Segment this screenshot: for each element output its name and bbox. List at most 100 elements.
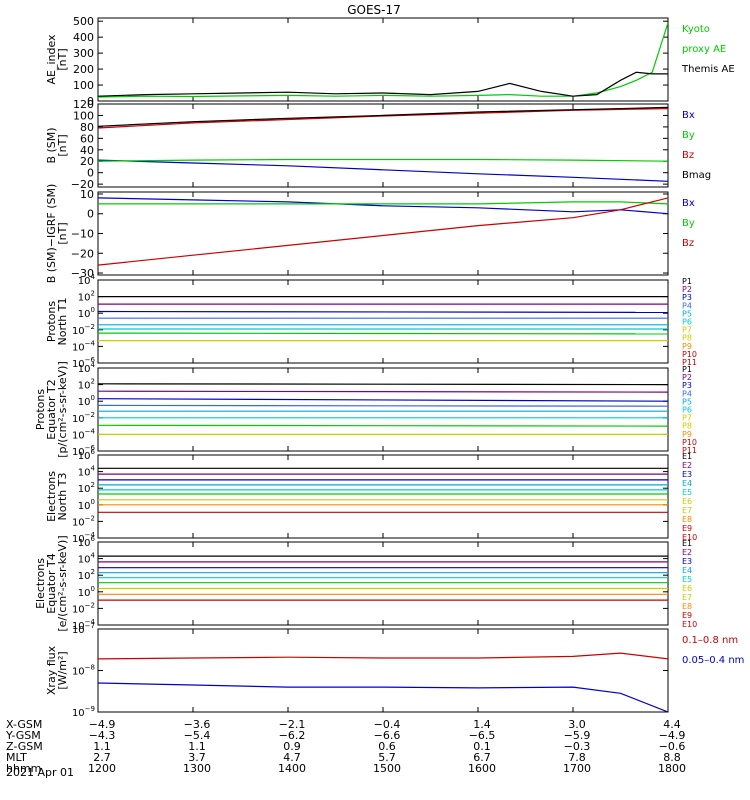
plot-title: GOES-17 bbox=[347, 3, 401, 17]
y-tick-label: 20 bbox=[80, 155, 94, 168]
y-tick-label: 300 bbox=[73, 47, 94, 60]
y-tick-label: 102 bbox=[78, 481, 95, 495]
legend-entry: Bz bbox=[682, 150, 694, 161]
series-line-p7 bbox=[98, 424, 668, 427]
y-tick-label: 104 bbox=[78, 465, 96, 479]
ephemeris-value-xgsm: −2.1 bbox=[279, 718, 306, 731]
panel-frame bbox=[97, 541, 669, 626]
date-label: 2021 Apr 01 bbox=[6, 766, 74, 779]
ephemeris-row-label: Y-GSM bbox=[5, 729, 41, 742]
legend-entry: P4 bbox=[682, 301, 692, 310]
y-tick-label: 106 bbox=[78, 535, 96, 549]
y-tick-label: −10 bbox=[71, 228, 94, 241]
legend-entry: E8 bbox=[682, 602, 692, 611]
series-group bbox=[98, 383, 668, 435]
y-tick-label: 10−4 bbox=[72, 339, 96, 353]
y-tick-label: 40 bbox=[80, 144, 94, 157]
ephemeris-value-ygsm: −4.9 bbox=[659, 729, 686, 742]
y-tick-label: 10−2 bbox=[72, 601, 95, 615]
y-axis-label: ElectronsEquator T4[e/(cm²-s-sr-keV)] bbox=[34, 535, 69, 631]
ephemeris-row-label: MLT bbox=[6, 751, 27, 764]
y-tick-label: 104 bbox=[78, 273, 96, 287]
y-axis-label: AE_index[nT] bbox=[45, 34, 69, 85]
y-tick-label: 0 bbox=[87, 208, 94, 221]
ephemeris-value-zgsm: −0.6 bbox=[659, 740, 686, 753]
ephemeris-value-zgsm: 0.6 bbox=[378, 740, 396, 753]
series-line-bz bbox=[98, 197, 668, 266]
y-tick-label: 102 bbox=[78, 568, 95, 582]
series-line-p2 bbox=[98, 390, 668, 393]
series-line-bx bbox=[98, 197, 668, 215]
legend-entry: P11 bbox=[682, 446, 697, 455]
legend-entry: E6 bbox=[682, 584, 692, 593]
series-line-0-1-0-8-nm bbox=[98, 652, 668, 660]
ephemeris-value-ygsm: −5.4 bbox=[184, 729, 211, 742]
series-line-p4 bbox=[98, 404, 668, 407]
legend-entry: P5 bbox=[682, 309, 692, 318]
panel-frame bbox=[97, 367, 669, 452]
legend-entry: Bmag bbox=[682, 170, 711, 181]
legend-entry: 0.1–0.8 nm bbox=[682, 635, 738, 646]
y-tick-label: 10 bbox=[80, 188, 94, 201]
ephemeris-value-xgsm: 1.4 bbox=[473, 718, 491, 731]
ephemeris-value-ygsm: −6.2 bbox=[279, 729, 306, 742]
y-tick-label: 100 bbox=[78, 306, 95, 320]
ephemeris-value-hhmm: 1400 bbox=[278, 762, 306, 775]
ephemeris-value-hhmm: 1700 bbox=[563, 762, 591, 775]
legend-entry: E6 bbox=[682, 497, 692, 506]
legend-entry: E4 bbox=[682, 566, 692, 575]
legend-entry: E10 bbox=[682, 620, 697, 629]
ephemeris-value-zgsm: −0.3 bbox=[564, 740, 591, 753]
series-line-p3 bbox=[98, 310, 668, 313]
ephemeris-value-hhmm: 1800 bbox=[658, 762, 686, 775]
series-line-p7 bbox=[98, 332, 668, 335]
legend-entry: P3 bbox=[682, 381, 692, 390]
panel-frame bbox=[97, 279, 669, 364]
legend-entry: P9 bbox=[682, 430, 692, 439]
y-tick-label: 10−2 bbox=[72, 323, 95, 337]
y-axis-label: B (SM)−IGRF (SM)[nT] bbox=[45, 184, 69, 284]
legend-entry: E1 bbox=[682, 539, 692, 548]
legend-entry: P7 bbox=[682, 414, 692, 423]
y-tick-label: 100 bbox=[78, 498, 95, 512]
series-line-themis-ae bbox=[98, 71, 668, 97]
series-line-0-05-0-4-nm bbox=[98, 682, 668, 712]
y-tick-label: 100 bbox=[78, 394, 95, 408]
ephemeris-value-ygsm: −4.3 bbox=[89, 729, 116, 742]
legend-entry: P6 bbox=[682, 318, 692, 327]
series-line-by bbox=[98, 158, 668, 162]
y-axis-label: Xray flux[W/m²] bbox=[45, 645, 69, 695]
y-tick-label: 0 bbox=[87, 95, 94, 108]
legend-entry: By bbox=[682, 130, 695, 141]
panel-frame bbox=[97, 17, 669, 102]
legend-entry: E7 bbox=[682, 506, 692, 515]
series-group bbox=[98, 652, 668, 712]
legend-entry: P5 bbox=[682, 397, 692, 406]
series-line-kyoto-proxy-ae bbox=[98, 22, 668, 98]
legend-entry: E3 bbox=[682, 470, 692, 479]
ephemeris-value-xgsm: −0.4 bbox=[374, 718, 401, 731]
legend-entry: E5 bbox=[682, 575, 692, 584]
ephemeris-value-zgsm: 1.1 bbox=[93, 740, 111, 753]
ephemeris-value-mlt: 6.7 bbox=[473, 751, 491, 764]
legend-entry: P1 bbox=[682, 365, 692, 374]
ephemeris-value-ygsm: −5.9 bbox=[564, 729, 591, 742]
legend-entry: By bbox=[682, 218, 695, 229]
y-tick-label: 200 bbox=[73, 63, 94, 76]
y-tick-label: 100 bbox=[78, 585, 95, 599]
legend-entry: P10 bbox=[682, 438, 697, 447]
series-group bbox=[98, 296, 668, 342]
series-line-p3 bbox=[98, 398, 668, 402]
ephemeris-value-ygsm: −6.5 bbox=[469, 729, 496, 742]
ephemeris-value-mlt: 5.7 bbox=[378, 751, 396, 764]
legend-entry: proxy AE bbox=[682, 44, 726, 55]
legend-entry: E3 bbox=[682, 557, 692, 566]
ephemeris-row-label: Z-GSM bbox=[6, 740, 43, 753]
ephemeris-row-label: hhmm bbox=[6, 762, 41, 775]
panel-frame bbox=[97, 628, 669, 713]
ephemeris-value-mlt: 3.7 bbox=[188, 751, 206, 764]
